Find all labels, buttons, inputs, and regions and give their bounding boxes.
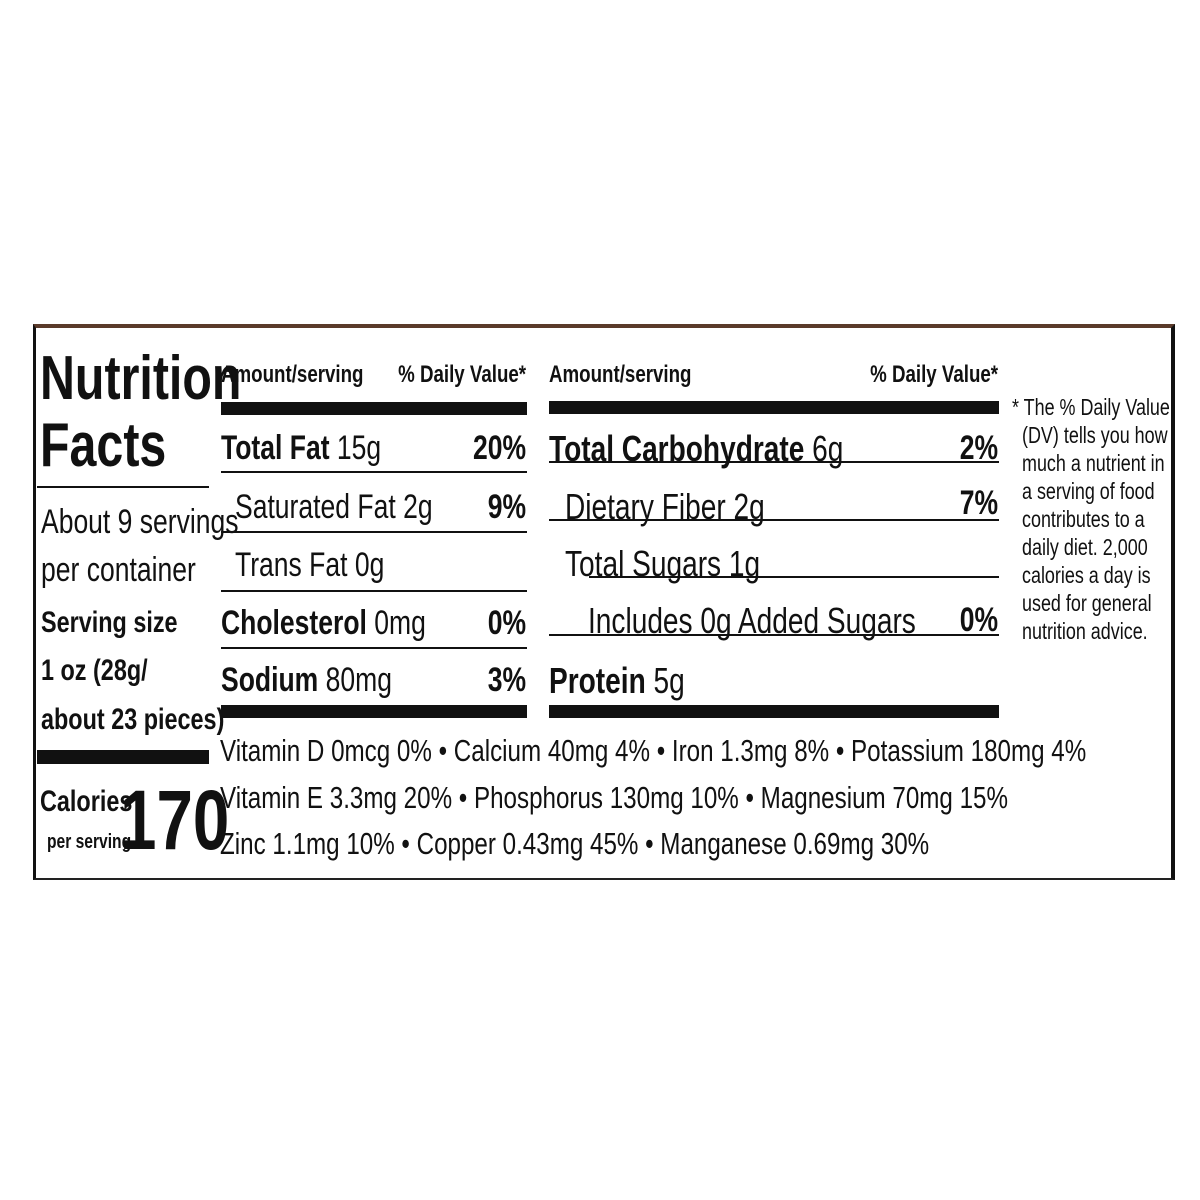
amount-header: Amount/serving: [221, 361, 364, 388]
divider: [549, 461, 999, 463]
divider-thick: [549, 705, 999, 718]
divider: [221, 531, 527, 533]
nutrient-row: Trans Fat 0g: [235, 546, 385, 584]
nutrient-dv: 0%: [487, 604, 526, 642]
amount-header: Amount/serving: [549, 361, 692, 388]
divider: [221, 590, 527, 592]
nutrient-row: Protein 5g: [549, 660, 685, 701]
nutrient-row: Includes 0g Added Sugars: [588, 600, 916, 641]
nutrient-dv: 9%: [487, 488, 526, 526]
nutrient-dv: 7%: [959, 484, 998, 522]
divider: [549, 519, 999, 521]
divider: [221, 471, 527, 473]
divider: [589, 576, 999, 578]
divider: [549, 634, 999, 636]
divider-thick: [549, 401, 999, 414]
divider: [221, 647, 527, 649]
dv-header: % Daily Value*: [398, 361, 526, 388]
nutrient-dv: 2%: [959, 429, 998, 467]
divider: [37, 486, 209, 488]
nutrient-row: Total Fat 15g: [221, 429, 382, 467]
servings-line1: About 9 servings: [41, 503, 239, 541]
footnote: * The % Daily Value (DV) tells you how m…: [1012, 394, 1170, 644]
serving-size-line1: 1 oz (28g/: [41, 654, 148, 687]
serving-size-label: Serving size: [41, 606, 178, 639]
serving-size-line2: about 23 pieces): [41, 703, 225, 736]
micronutrient-line: Vitamin D 0mcg 0% • Calcium 40mg 4% • Ir…: [220, 733, 1087, 768]
calories-label: Calories: [40, 785, 133, 818]
nutrient-row: Sodium 80mg: [221, 661, 392, 699]
dv-header: % Daily Value*: [870, 361, 998, 388]
nutrient-row: Total Sugars 1g: [565, 543, 761, 584]
nutrient-row: Cholesterol 0mg: [221, 604, 426, 642]
nutrient-dv: 0%: [959, 601, 998, 639]
nutrition-facts-label: [33, 324, 1175, 880]
calories-value: 170: [120, 773, 230, 867]
micronutrient-line: Vitamin E 3.3mg 20% • Phosphorus 130mg 1…: [220, 780, 1008, 815]
calories-sublabel: per serving: [47, 831, 132, 853]
nutrient-row: Saturated Fat 2g: [235, 488, 433, 526]
micronutrient-line: Zinc 1.1mg 10% • Copper 0.43mg 45% • Man…: [220, 826, 930, 861]
title-line1: Nutrition: [40, 344, 242, 413]
divider-thick: [221, 402, 527, 415]
nutrient-dv: 20%: [472, 429, 526, 467]
nutrient-row: Total Carbohydrate 6g: [549, 428, 844, 469]
divider-thick: [221, 705, 527, 718]
nutrient-row: Dietary Fiber 2g: [565, 486, 765, 527]
nutrient-dv: 3%: [487, 661, 526, 699]
divider-thick: [37, 750, 209, 764]
title-line2: Facts: [40, 411, 167, 480]
servings-line2: per container: [41, 551, 196, 589]
